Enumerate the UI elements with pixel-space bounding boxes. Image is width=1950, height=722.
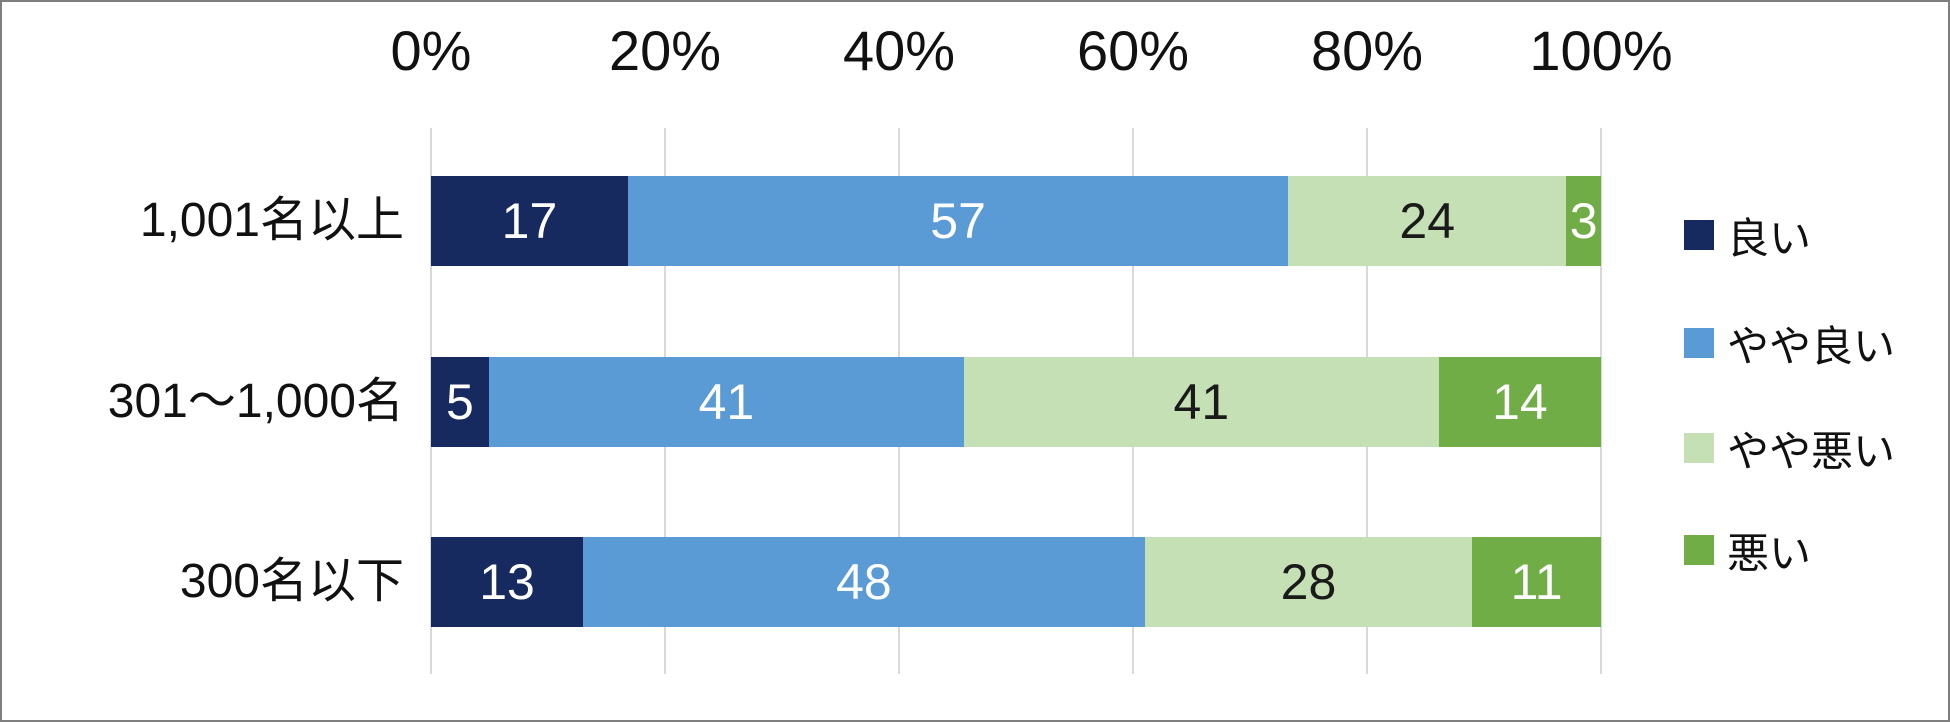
bar-value-label: 14 xyxy=(1492,374,1548,430)
bar-value-label: 57 xyxy=(930,193,986,249)
bar-value-label: 24 xyxy=(1399,193,1456,249)
bar-segment: 28 xyxy=(1144,537,1473,627)
bar-value-label: 13 xyxy=(479,554,535,610)
bar-segment: 3 xyxy=(1566,176,1601,266)
x-axis-tick-label: 0% xyxy=(390,19,472,82)
legend-label: 悪い xyxy=(1727,529,1812,577)
bar-value-label: 3 xyxy=(1569,193,1598,249)
bar-segment: 48 xyxy=(583,537,1145,627)
category-label: 1,001名以上 xyxy=(139,194,404,247)
x-axis-tick-label: 20% xyxy=(608,19,722,82)
bar-row: 17 57 24 3 xyxy=(431,176,1601,266)
bar-value-label: 48 xyxy=(836,554,892,610)
legend-color-swatch xyxy=(1684,433,1714,463)
legend-item: やや良い xyxy=(1684,320,1895,370)
bar-value-label: 28 xyxy=(1280,554,1337,610)
legend-item: 悪い xyxy=(1684,527,1811,577)
plot-area: 17 57 24 3 5 41 41 14 13 48 28 11 xyxy=(430,128,1602,674)
legend-item: やや悪い xyxy=(1684,425,1895,475)
legend-color-swatch xyxy=(1684,220,1714,250)
bar-value-label: 5 xyxy=(446,374,474,430)
bar-row: 13 48 28 11 xyxy=(431,537,1601,627)
bar-value-label: 11 xyxy=(1510,554,1563,610)
legend-label: やや悪い xyxy=(1727,427,1896,475)
x-axis-tick-label: 80% xyxy=(1310,19,1424,82)
x-axis-tick-label: 40% xyxy=(842,19,956,82)
bar-value-label: 41 xyxy=(698,374,755,430)
gridline xyxy=(1600,128,1602,674)
bar-value-label: 41 xyxy=(1173,374,1230,430)
legend-color-swatch xyxy=(1684,535,1714,565)
bar-segment: 14 xyxy=(1438,357,1601,447)
bar-segment: 11 xyxy=(1472,537,1601,627)
bar-row: 5 41 41 14 xyxy=(431,357,1601,447)
bar-segment: 41 xyxy=(963,357,1439,447)
legend-label: やや良い xyxy=(1727,322,1896,370)
legend-color-swatch xyxy=(1684,328,1714,358)
bar-segment: 17 xyxy=(431,176,628,266)
bar-value-label: 17 xyxy=(501,193,558,249)
category-label: 300名以下 xyxy=(179,555,404,608)
x-axis-tick-label: 100% xyxy=(1529,19,1673,82)
bar-segment: 41 xyxy=(488,357,964,447)
bar-segment: 24 xyxy=(1288,176,1567,266)
x-axis: 0% 20% 40% 60% 80% 100% xyxy=(391,19,1673,82)
bar-segment: 57 xyxy=(627,176,1289,266)
category-label: 301～1,000名 xyxy=(107,375,404,428)
x-axis-tick-label: 60% xyxy=(1076,19,1190,82)
legend-label: 良い xyxy=(1727,214,1812,262)
bar-segment: 5 xyxy=(431,357,489,447)
legend-item: 良い xyxy=(1684,212,1811,262)
bar-segment: 13 xyxy=(431,537,584,627)
